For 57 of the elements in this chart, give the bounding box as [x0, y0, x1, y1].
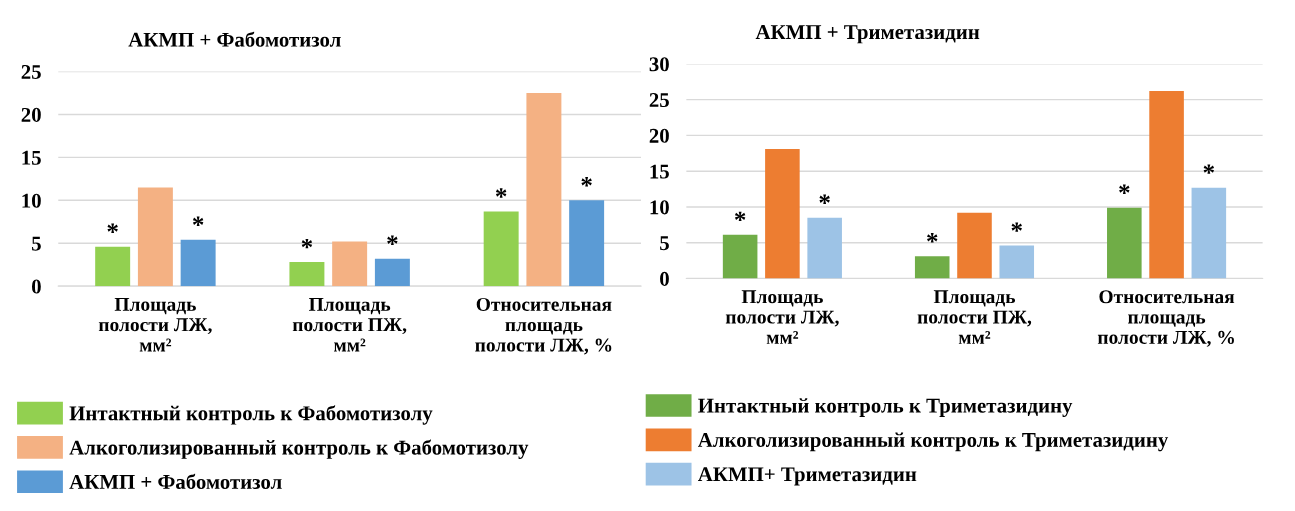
bar [289, 262, 325, 287]
x-tick-label: Площадь полости ЛЖ, мм² [98, 298, 212, 352]
bar [526, 93, 562, 287]
y-tick-label: 10 [650, 200, 669, 215]
bar [999, 245, 1035, 279]
data-label: * [819, 194, 830, 204]
legend-label: АКМП + Фабомотизол [69, 473, 282, 489]
bar [1149, 91, 1184, 279]
bar [722, 234, 758, 279]
data-label: * [301, 238, 313, 249]
data-label: * [1119, 184, 1130, 194]
data-label: * [734, 211, 746, 222]
y-tick-label: 0 [31, 279, 41, 294]
chart-title: АКМП + Фабомотизол [128, 31, 341, 47]
bar [807, 217, 842, 279]
y-tick-label: 20 [21, 107, 41, 122]
legend-label: Алкоголизированный контроль к Триметазидину [697, 432, 1169, 452]
y-tick-label: 30 [649, 57, 669, 72]
legend-label: Алкоголизированный контроль к Фабомотизолу [69, 439, 529, 459]
data-label: * [495, 188, 507, 198]
data-label: * [581, 177, 592, 187]
y-tick-label: 25 [649, 93, 669, 108]
y-tick-label: 5 [660, 236, 669, 251]
y-tick-label: 15 [22, 150, 41, 165]
y-tick-label: 5 [32, 236, 41, 251]
bar [137, 187, 173, 287]
y-tick-label: 25 [21, 64, 41, 79]
data-label: * [927, 233, 938, 243]
chart-title: АКМП + Триметазидин [755, 25, 980, 44]
y-tick-label: 15 [650, 164, 669, 179]
bar [957, 212, 992, 279]
x-tick-label: Площадь полости ПЖ, мм² [917, 290, 1032, 344]
y-tick-label: 0 [660, 271, 669, 286]
x-tick-label: Площадь полости ПЖ, мм² [292, 298, 407, 352]
bar [374, 258, 410, 287]
legend-label: Интактный контроль к Триметазидину [698, 398, 1073, 417]
data-label: * [387, 235, 398, 245]
legend-label: АКМП+ Триметазидин [697, 467, 917, 486]
bar [765, 149, 800, 279]
bar [914, 256, 950, 279]
data-label: * [107, 223, 118, 233]
x-tick-label: Относительная площадь полости ЛЖ, % [475, 297, 612, 355]
bar [483, 211, 519, 287]
y-tick-label: 10 [22, 193, 41, 208]
bar [1191, 187, 1227, 279]
data-label: * [1203, 164, 1215, 174]
data-label: * [192, 216, 204, 227]
bar [1107, 207, 1142, 279]
bar [95, 246, 131, 287]
data-label: * [1011, 222, 1022, 232]
bar [180, 239, 216, 287]
bar [569, 200, 605, 287]
x-tick-label: Площадь полости ЛЖ, мм² [725, 290, 839, 344]
bar [332, 241, 368, 287]
y-tick-label: 20 [649, 128, 669, 143]
legend-label: Интактный контроль к Фабомотизолу [69, 405, 433, 425]
x-tick-label: Относительная площадь полости ЛЖ, % [1097, 290, 1235, 347]
